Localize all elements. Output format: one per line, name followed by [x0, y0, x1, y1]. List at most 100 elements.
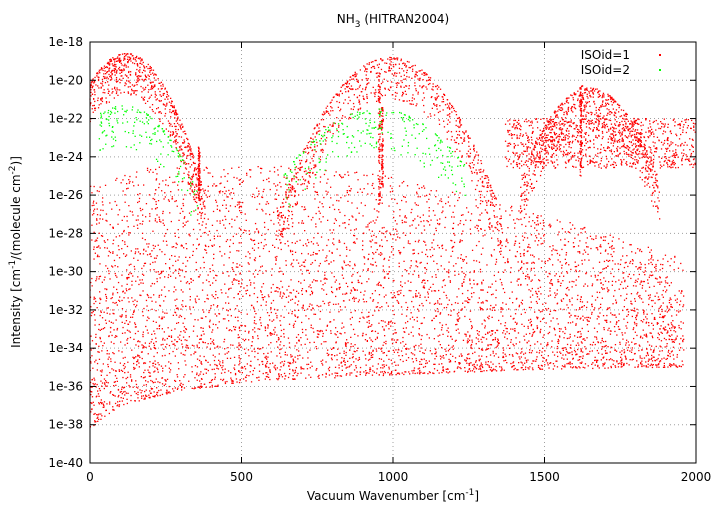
- isoid1-line-point: [537, 296, 538, 297]
- isoid1-line-point: [501, 228, 502, 229]
- isoid1-line-point: [499, 204, 500, 205]
- isoid1-line-point: [655, 268, 656, 269]
- isoid1-line-point: [307, 339, 308, 340]
- isoid1-line-point: [364, 188, 365, 189]
- isoid1-line-point: [573, 281, 574, 282]
- isoid1-line-point: [427, 263, 428, 264]
- isoid1-line-point: [533, 329, 534, 330]
- isoid1-line-point: [393, 248, 394, 249]
- isoid1-line-point: [445, 249, 446, 250]
- isoid1-line-point: [624, 280, 625, 281]
- isoid1-line-point: [610, 351, 611, 352]
- isoid1-line-point: [464, 276, 465, 277]
- isoid1-line-point: [624, 352, 625, 353]
- isoid1-line-point: [320, 221, 321, 222]
- isoid1-line-point: [269, 379, 270, 380]
- isoid1-line-point: [407, 309, 408, 310]
- isoid1-line-point: [680, 338, 681, 339]
- isoid1-line-point: [182, 211, 183, 212]
- isoid1-line-point: [395, 370, 396, 371]
- isoid1-line-point: [362, 240, 363, 241]
- isoid1-line-point: [510, 363, 511, 364]
- isoid1-line-point: [130, 211, 131, 212]
- isoid1-line-point: [592, 344, 593, 345]
- isoid1-line-point: [521, 314, 522, 315]
- isoid1-line-point: [356, 350, 357, 351]
- isoid1-line-point: [289, 342, 290, 343]
- isoid1-line-point: [249, 234, 250, 235]
- isoid1-line-point: [283, 273, 284, 274]
- isoid1-line-point: [349, 250, 350, 251]
- isoid1-line-point: [361, 283, 362, 284]
- isoid1-line-point: [215, 386, 216, 387]
- isoid1-line-point: [171, 335, 172, 336]
- isoid1-line-point: [664, 338, 665, 339]
- isoid1-line-point: [270, 308, 271, 309]
- isoid1-line-point: [215, 294, 216, 295]
- isoid1-line-point: [104, 327, 105, 328]
- isoid1-line-point: [372, 315, 373, 316]
- isoid1-line-point: [239, 357, 240, 358]
- isoid1-line-point: [532, 294, 533, 295]
- isoid1-line-point: [446, 330, 447, 331]
- isoid1-line-point: [129, 321, 130, 322]
- isoid1-line-point: [572, 304, 573, 305]
- isoid1-line-point: [277, 169, 278, 170]
- isoid1-line-point: [413, 297, 414, 298]
- isoid1-line-point: [259, 319, 260, 320]
- isoid1-line-point: [481, 363, 482, 364]
- isoid1-line-point: [268, 178, 269, 179]
- isoid1-line-point: [99, 263, 100, 264]
- isoid1-line-point: [651, 257, 652, 258]
- isoid1-line-point: [231, 192, 232, 193]
- isoid1-line-point: [448, 276, 449, 277]
- isoid1-line-point: [144, 391, 145, 392]
- isoid1-line-point: [667, 276, 668, 277]
- isoid1-line-point: [137, 355, 138, 356]
- isoid1-line-point: [281, 297, 282, 298]
- isoid1-line-point: [648, 298, 649, 299]
- isoid1-line-point: [297, 317, 298, 318]
- isoid1-line-point: [586, 354, 587, 355]
- isoid1-line-point: [205, 387, 206, 388]
- isoid1-line-point: [100, 276, 101, 277]
- isoid1-line-point: [113, 369, 114, 370]
- isoid1-line-point: [396, 231, 397, 232]
- isoid1-line-point: [122, 314, 123, 315]
- isoid1-line-point: [262, 297, 263, 298]
- isoid1-line-point: [331, 261, 332, 262]
- isoid1-line-point: [283, 292, 284, 293]
- isoid1-line-point: [369, 323, 370, 324]
- isoid1-line-point: [636, 360, 637, 361]
- isoid1-line-point: [627, 266, 628, 267]
- isoid1-line-point: [137, 397, 138, 398]
- isoid1-line-point: [186, 248, 187, 249]
- isoid1-line-point: [339, 288, 340, 289]
- isoid1-line-point: [492, 284, 493, 285]
- isoid1-line-point: [231, 315, 232, 316]
- isoid1-line-point: [228, 370, 229, 371]
- isoid1-line-point: [200, 355, 201, 356]
- isoid1-line-point: [665, 282, 666, 283]
- isoid1-line-point: [451, 304, 452, 305]
- isoid1-line-point: [183, 205, 184, 206]
- isoid1-line-point: [349, 261, 350, 262]
- isoid1-line-point: [225, 369, 226, 370]
- isoid1-line-point: [472, 365, 473, 366]
- isoid1-line-point: [384, 296, 385, 297]
- isoid1-line-point: [290, 279, 291, 280]
- isoid1-line-point: [477, 330, 478, 331]
- isoid1-line-point: [280, 293, 281, 294]
- isoid1-line-point: [372, 252, 373, 253]
- isoid1-line-point: [168, 327, 169, 328]
- isoid1-line-point: [653, 259, 654, 260]
- isoid1-line-point: [495, 281, 496, 282]
- isoid1-line-point: [163, 198, 164, 199]
- isoid1-line-point: [189, 336, 190, 337]
- isoid1-line-point: [560, 239, 561, 240]
- isoid1-line-point: [137, 260, 138, 261]
- isoid1-line-point: [144, 362, 145, 363]
- isoid1-line-point: [210, 240, 211, 241]
- isoid1-line-point: [677, 357, 678, 358]
- isoid1-line-point: [560, 283, 561, 284]
